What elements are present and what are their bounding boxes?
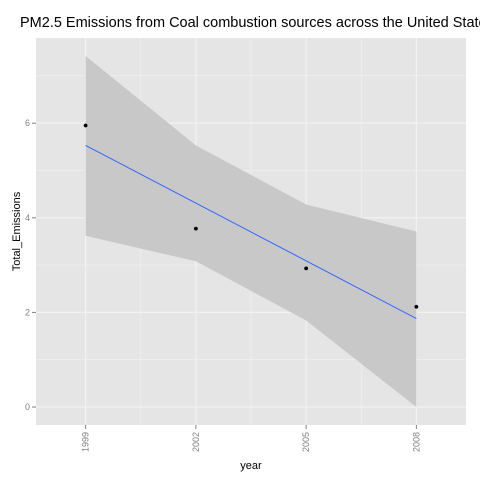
x-tick-label: 1999 — [81, 432, 91, 452]
x-tick-label: 2008 — [411, 432, 421, 452]
data-points — [83, 123, 419, 309]
data-point — [83, 123, 88, 128]
y-tick-label: 6 — [25, 118, 30, 128]
chart-title: PM2.5 Emissions from Coal combustion sou… — [20, 15, 480, 31]
x-axis-title: year — [240, 460, 262, 472]
data-point — [193, 226, 198, 231]
y-tick-label: 0 — [25, 402, 30, 412]
x-tick-label: 2002 — [191, 432, 201, 452]
y-tick-label: 4 — [25, 213, 30, 223]
data-point — [414, 304, 419, 309]
y-axis-title: Total_Emissions — [11, 191, 23, 271]
x-tick-label: 2005 — [301, 432, 311, 452]
y-axis-ticks: 0 2 4 6 — [25, 118, 36, 412]
trend-line — [85, 144, 417, 319]
x-axis-ticks: 1999 2002 2005 2008 — [81, 425, 421, 452]
y-tick-label: 2 — [25, 307, 30, 317]
data-point — [304, 266, 309, 271]
